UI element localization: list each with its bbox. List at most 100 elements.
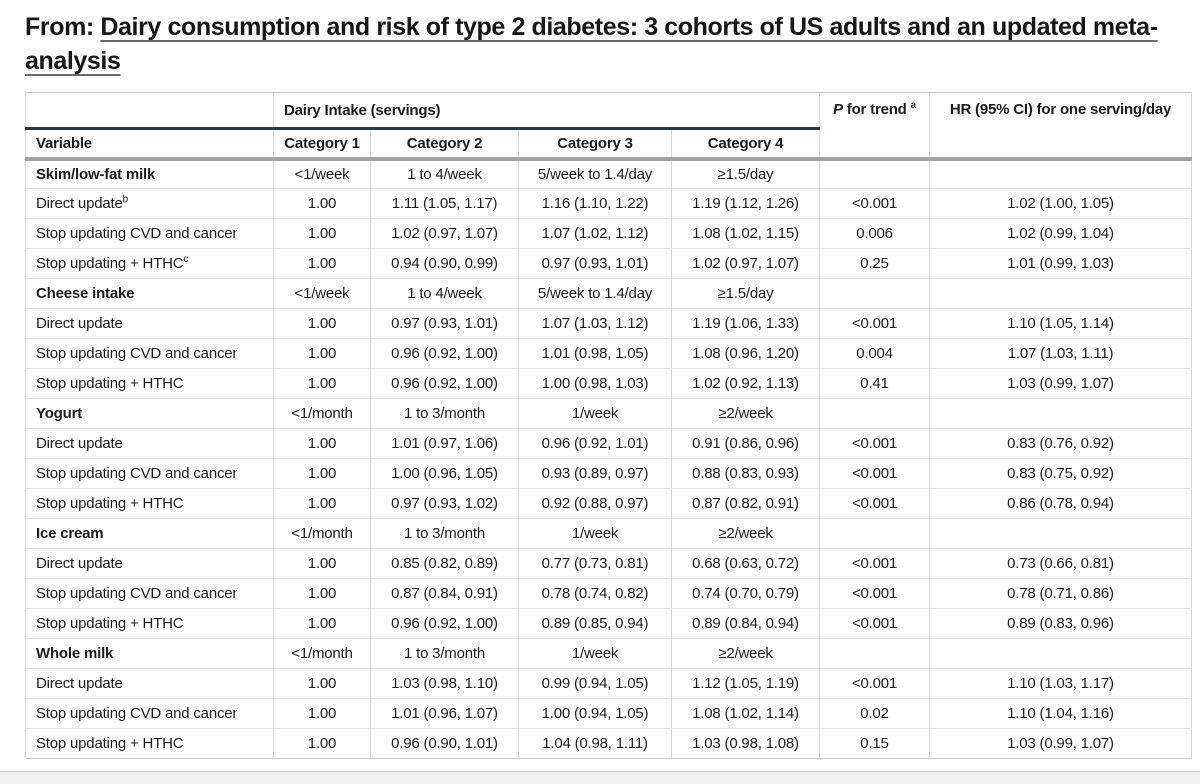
p-for-trend-value: <0.001: [819, 488, 930, 519]
hr-value-category-1: 1.00: [273, 188, 371, 219]
hr-value-category-4: 0.74 (0.70, 0.79): [671, 578, 820, 609]
section-category-4: ≥2/week: [671, 398, 820, 429]
hr-value-category-3: 1.04 (0.98, 1.11): [518, 728, 672, 759]
hr-value-category-3: 1.00 (0.94, 1.05): [518, 698, 672, 729]
hr-value-category-2: 0.97 (0.93, 1.01): [370, 308, 519, 339]
results-table-container: Dairy Intake (servings) P for trend a HR…: [25, 92, 1200, 759]
section-header-row: Whole milk <1/month 1 to 3/month 1/week ≥2/w…: [25, 638, 1192, 669]
section-hr-empty: [929, 638, 1192, 669]
row-label: Direct update: [25, 548, 274, 579]
table-body: Skim/low-fat milk <1/week 1 to 4/week 5/wee…: [25, 158, 1192, 759]
hr-value-category-2: 1.01 (0.97, 1.06): [370, 428, 519, 459]
data-row: Direct update 1.00 0.97 (0.93, 1.01) 1.07 (…: [25, 308, 1192, 339]
hr-per-serving-value: 1.07 (1.03, 1.11): [929, 338, 1192, 369]
hr-per-serving-value: 1.02 (0.99, 1.04): [929, 218, 1192, 249]
hr-value-category-1: 1.00: [273, 488, 371, 519]
hr-value-category-3: 0.89 (0.85, 0.94): [518, 608, 672, 639]
hr-per-serving-value: 1.10 (1.04, 1.16): [929, 698, 1192, 729]
hr-value-category-1: 1.00: [273, 458, 371, 489]
hr-value-category-4: 1.12 (1.05, 1.19): [671, 668, 820, 699]
section-p-empty: [819, 638, 930, 669]
row-label: Direct updateb: [25, 188, 274, 219]
data-row: Stop updating + HTHC 1.00 0.96 (0.90, 1.01…: [25, 728, 1192, 759]
section-category-2: 1 to 3/month: [370, 518, 519, 549]
hr-value-category-4: 1.02 (0.97, 1.07): [671, 248, 820, 279]
hr-value-category-1: 1.00: [273, 728, 371, 759]
p-for-trend-value: <0.001: [819, 548, 930, 579]
section-category-3: 1/week: [518, 638, 672, 669]
row-label: Stop updating CVD and cancer: [25, 338, 274, 369]
data-row: Stop updating + HTHC 1.00 0.97 (0.93, 1.02…: [25, 488, 1192, 519]
hr-value-category-2: 0.96 (0.92, 1.00): [370, 368, 519, 399]
hr-value-category-3: 0.92 (0.88, 0.97): [518, 488, 672, 519]
row-label: Stop updating CVD and cancer: [25, 698, 274, 729]
section-p-empty: [819, 398, 930, 429]
p-for-trend-value: <0.001: [819, 608, 930, 639]
section-name: Cheese intake: [25, 278, 274, 309]
hr-value-category-3: 1.00 (0.98, 1.03): [518, 368, 672, 399]
row-label: Stop updating CVD and cancer: [25, 578, 274, 609]
hr-value-category-4: 0.88 (0.83, 0.93): [671, 458, 820, 489]
hr-value-category-2: 1.11 (1.05, 1.17): [370, 188, 519, 219]
section-category-4: ≥1.5/day: [671, 278, 820, 309]
hr-value-category-4: 0.87 (0.82, 0.91): [671, 488, 820, 519]
row-label: Direct update: [25, 428, 274, 459]
p-symbol: P: [833, 101, 843, 118]
section-category-2: 1 to 4/week: [370, 158, 519, 189]
section-category-4: ≥2/week: [671, 518, 820, 549]
header-group-row: Dairy Intake (servings) P for trend a HR…: [25, 92, 1192, 161]
hr-value-category-2: 1.03 (0.98, 1.10): [370, 668, 519, 699]
hr-value-category-2: 1.00 (0.96, 1.05): [370, 458, 519, 489]
hr-per-serving-value: 1.10 (1.03, 1.17): [929, 668, 1192, 699]
data-row: Stop updating CVD and cancer 1.00 1.02 (0.…: [25, 218, 1192, 249]
hr-per-serving-value: 0.89 (0.83, 0.96): [929, 608, 1192, 639]
hr-value-category-2: 0.97 (0.93, 1.02): [370, 488, 519, 519]
section-category-1: <1/month: [273, 398, 371, 429]
hr-value-category-1: 1.00: [273, 428, 371, 459]
hr-value-category-1: 1.00: [273, 668, 371, 699]
section-category-3: 5/week to 1.4/day: [518, 158, 672, 189]
hr-value-category-4: 1.19 (1.06, 1.33): [671, 308, 820, 339]
section-name: Skim/low-fat milk: [25, 158, 274, 189]
data-row: Stop updating + HTHCc 1.00 0.94 (0.90, 0.9…: [25, 248, 1192, 279]
p-for-trend-value: 0.004: [819, 338, 930, 369]
hr-value-category-3: 1.07 (1.02, 1.12): [518, 218, 672, 249]
data-row: Direct update 1.00 1.03 (0.98, 1.10) 0.99 (…: [25, 668, 1192, 699]
row-label: Direct update: [25, 308, 274, 339]
row-label: Stop updating CVD and cancer: [25, 218, 274, 249]
article-title-link[interactable]: Dairy consumption and risk of type 2 dia…: [25, 13, 1158, 75]
hr-value-category-3: 0.93 (0.89, 0.97): [518, 458, 672, 489]
footnote-marker-c: c: [183, 254, 189, 265]
header-variable: Variable: [25, 128, 274, 161]
hr-value-category-1: 1.00: [273, 608, 371, 639]
hr-value-category-4: 1.08 (1.02, 1.14): [671, 698, 820, 729]
p-for-trend-value: 0.41: [819, 368, 930, 399]
data-row: Stop updating + HTHC 1.00 0.96 (0.92, 1.00…: [25, 608, 1192, 639]
section-category-1: <1/month: [273, 518, 371, 549]
hr-per-serving-value: 1.03 (0.99, 1.07): [929, 728, 1192, 759]
section-category-1: <1/month: [273, 638, 371, 669]
hr-per-serving-value: 1.03 (0.99, 1.07): [929, 368, 1192, 399]
hr-per-serving-value: 0.86 (0.78, 0.94): [929, 488, 1192, 519]
p-for-trend-value: 0.006: [819, 218, 930, 249]
p-for-trend-value: <0.001: [819, 308, 930, 339]
hr-value-category-2: 0.87 (0.84, 0.91): [370, 578, 519, 609]
p-for-trend-value: <0.001: [819, 668, 930, 699]
hr-value-category-4: 0.91 (0.86, 0.96): [671, 428, 820, 459]
footnote-marker-a: a: [910, 100, 917, 111]
p-for-trend-value: 0.25: [819, 248, 930, 279]
header-category-2: Category 2: [370, 128, 519, 161]
header-columns-row: Variable Category 1 Category 2 Category …: [25, 128, 1192, 161]
section-category-3: 1/week: [518, 398, 672, 429]
section-p-empty: [819, 158, 930, 189]
data-row: Stop updating + HTHC 1.00 0.96 (0.92, 1.00…: [25, 368, 1192, 399]
data-row: Stop updating CVD and cancer 1.00 1.01 (0.…: [25, 698, 1192, 729]
hr-value-category-3: 1.01 (0.98, 1.05): [518, 338, 672, 369]
section-hr-empty: [929, 518, 1192, 549]
hr-value-category-1: 1.00: [273, 248, 371, 279]
row-label: Stop updating + HTHC: [25, 368, 274, 399]
row-label: Stop updating + HTHC: [25, 488, 274, 519]
hr-value-category-4: 0.89 (0.84, 0.94): [671, 608, 820, 639]
row-label: Direct update: [25, 668, 274, 699]
header-p-for-trend: P for trend a: [819, 92, 930, 161]
